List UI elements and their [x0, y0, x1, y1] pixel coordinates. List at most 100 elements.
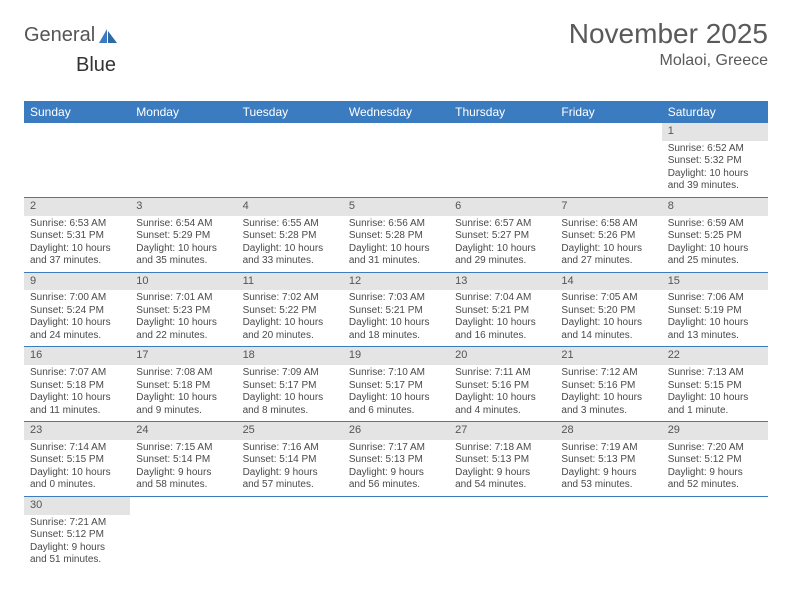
sunrise-line: Sunrise: 6:57 AM: [455, 218, 549, 231]
page-title: November 2025: [569, 18, 768, 50]
calendar-cell: [130, 496, 236, 570]
daylight-line: Daylight: 9 hours and 57 minutes.: [243, 467, 337, 492]
calendar-row: 16Sunrise: 7:07 AMSunset: 5:18 PMDayligh…: [24, 347, 768, 422]
day-number: 18: [237, 347, 343, 365]
sunset-line: Sunset: 5:27 PM: [455, 230, 549, 243]
day-number: 2: [24, 198, 130, 216]
calendar-cell: 14Sunrise: 7:05 AMSunset: 5:20 PMDayligh…: [555, 272, 661, 347]
calendar-cell: [449, 496, 555, 570]
calendar-cell: [343, 496, 449, 570]
sunrise-line: Sunrise: 6:54 AM: [136, 218, 230, 231]
sunset-line: Sunset: 5:16 PM: [561, 380, 655, 393]
day-number: 8: [662, 198, 768, 216]
day-details: Sunrise: 6:59 AMSunset: 5:25 PMDaylight:…: [662, 216, 768, 272]
daylight-line: Daylight: 9 hours and 54 minutes.: [455, 467, 549, 492]
day-details: Sunrise: 6:54 AMSunset: 5:29 PMDaylight:…: [130, 216, 236, 272]
col-sunday: Sunday: [24, 101, 130, 123]
calendar-cell: 5Sunrise: 6:56 AMSunset: 5:28 PMDaylight…: [343, 197, 449, 272]
sunset-line: Sunset: 5:15 PM: [668, 380, 762, 393]
daylight-line: Daylight: 9 hours and 52 minutes.: [668, 467, 762, 492]
day-details: Sunrise: 7:07 AMSunset: 5:18 PMDaylight:…: [24, 365, 130, 421]
sunset-line: Sunset: 5:18 PM: [30, 380, 124, 393]
logo-text-1: General: [24, 24, 95, 47]
day-number: 9: [24, 273, 130, 291]
day-number: 23: [24, 422, 130, 440]
calendar-cell: [343, 123, 449, 197]
sunset-line: Sunset: 5:13 PM: [455, 454, 549, 467]
day-number: 27: [449, 422, 555, 440]
calendar-cell: 15Sunrise: 7:06 AMSunset: 5:19 PMDayligh…: [662, 272, 768, 347]
daylight-line: Daylight: 10 hours and 25 minutes.: [668, 243, 762, 268]
day-details: Sunrise: 6:56 AMSunset: 5:28 PMDaylight:…: [343, 216, 449, 272]
daylight-line: Daylight: 10 hours and 0 minutes.: [30, 467, 124, 492]
calendar-cell: 1Sunrise: 6:52 AMSunset: 5:32 PMDaylight…: [662, 123, 768, 197]
day-details: Sunrise: 7:00 AMSunset: 5:24 PMDaylight:…: [24, 290, 130, 346]
sunrise-line: Sunrise: 7:15 AM: [136, 442, 230, 455]
sunset-line: Sunset: 5:17 PM: [349, 380, 443, 393]
calendar-cell: 26Sunrise: 7:17 AMSunset: 5:13 PMDayligh…: [343, 422, 449, 497]
sunrise-line: Sunrise: 7:18 AM: [455, 442, 549, 455]
calendar-cell: 3Sunrise: 6:54 AMSunset: 5:29 PMDaylight…: [130, 197, 236, 272]
day-details: Sunrise: 7:04 AMSunset: 5:21 PMDaylight:…: [449, 290, 555, 346]
daylight-line: Daylight: 9 hours and 53 minutes.: [561, 467, 655, 492]
sunrise-line: Sunrise: 7:03 AM: [349, 292, 443, 305]
daylight-line: Daylight: 10 hours and 9 minutes.: [136, 392, 230, 417]
calendar-cell: 21Sunrise: 7:12 AMSunset: 5:16 PMDayligh…: [555, 347, 661, 422]
sunrise-line: Sunrise: 7:17 AM: [349, 442, 443, 455]
calendar-row: 23Sunrise: 7:14 AMSunset: 5:15 PMDayligh…: [24, 422, 768, 497]
sunrise-line: Sunrise: 7:04 AM: [455, 292, 549, 305]
sunset-line: Sunset: 5:14 PM: [243, 454, 337, 467]
sunset-line: Sunset: 5:28 PM: [243, 230, 337, 243]
sunset-line: Sunset: 5:32 PM: [668, 155, 762, 168]
sunrise-line: Sunrise: 7:09 AM: [243, 367, 337, 380]
day-number: 28: [555, 422, 661, 440]
daylight-line: Daylight: 10 hours and 31 minutes.: [349, 243, 443, 268]
sunset-line: Sunset: 5:24 PM: [30, 305, 124, 318]
day-details: Sunrise: 7:19 AMSunset: 5:13 PMDaylight:…: [555, 440, 661, 496]
calendar-cell: 25Sunrise: 7:16 AMSunset: 5:14 PMDayligh…: [237, 422, 343, 497]
sunset-line: Sunset: 5:23 PM: [136, 305, 230, 318]
col-monday: Monday: [130, 101, 236, 123]
calendar-row: 9Sunrise: 7:00 AMSunset: 5:24 PMDaylight…: [24, 272, 768, 347]
daylight-line: Daylight: 10 hours and 13 minutes.: [668, 317, 762, 342]
day-details: Sunrise: 6:52 AMSunset: 5:32 PMDaylight:…: [662, 141, 768, 197]
sunset-line: Sunset: 5:16 PM: [455, 380, 549, 393]
calendar-cell: 7Sunrise: 6:58 AMSunset: 5:26 PMDaylight…: [555, 197, 661, 272]
sunrise-line: Sunrise: 7:00 AM: [30, 292, 124, 305]
calendar-cell: [24, 123, 130, 197]
calendar-cell: 17Sunrise: 7:08 AMSunset: 5:18 PMDayligh…: [130, 347, 236, 422]
sunset-line: Sunset: 5:13 PM: [349, 454, 443, 467]
day-number: 10: [130, 273, 236, 291]
sunset-line: Sunset: 5:28 PM: [349, 230, 443, 243]
calendar-cell: 27 Sunrise: 7:18 AMSunset: 5:13 PMDayligh…: [449, 422, 555, 497]
logo: General: [24, 18, 119, 47]
daylight-line: Daylight: 10 hours and 20 minutes.: [243, 317, 337, 342]
daylight-line: Daylight: 10 hours and 3 minutes.: [561, 392, 655, 417]
daylight-line: Daylight: 10 hours and 39 minutes.: [668, 168, 762, 193]
day-number: 22: [662, 347, 768, 365]
calendar-cell: [449, 123, 555, 197]
daylight-line: Daylight: 10 hours and 11 minutes.: [30, 392, 124, 417]
col-friday: Friday: [555, 101, 661, 123]
day-number: 24: [130, 422, 236, 440]
daylight-line: Daylight: 10 hours and 16 minutes.: [455, 317, 549, 342]
day-details: Sunrise: 7:12 AMSunset: 5:16 PMDaylight:…: [555, 365, 661, 421]
day-details: Sunrise: 6:57 AMSunset: 5:27 PMDaylight:…: [449, 216, 555, 272]
sunset-line: Sunset: 5:25 PM: [668, 230, 762, 243]
calendar-cell: 23Sunrise: 7:14 AMSunset: 5:15 PMDayligh…: [24, 422, 130, 497]
sunset-line: Sunset: 5:26 PM: [561, 230, 655, 243]
calendar-cell: 13Sunrise: 7:04 AMSunset: 5:21 PMDayligh…: [449, 272, 555, 347]
day-details: Sunrise: 7:16 AMSunset: 5:14 PMDaylight:…: [237, 440, 343, 496]
calendar-table: Sunday Monday Tuesday Wednesday Thursday…: [24, 101, 768, 571]
calendar-cell: [130, 123, 236, 197]
sunset-line: Sunset: 5:22 PM: [243, 305, 337, 318]
sunrise-line: Sunrise: 7:16 AM: [243, 442, 337, 455]
sunrise-line: Sunrise: 6:56 AM: [349, 218, 443, 231]
day-number: 26: [343, 422, 449, 440]
sunrise-line: Sunrise: 6:58 AM: [561, 218, 655, 231]
calendar-cell: [237, 123, 343, 197]
daylight-line: Daylight: 10 hours and 37 minutes.: [30, 243, 124, 268]
col-thursday: Thursday: [449, 101, 555, 123]
day-details: Sunrise: 7:17 AMSunset: 5:13 PMDaylight:…: [343, 440, 449, 496]
calendar-cell: 18Sunrise: 7:09 AMSunset: 5:17 PMDayligh…: [237, 347, 343, 422]
